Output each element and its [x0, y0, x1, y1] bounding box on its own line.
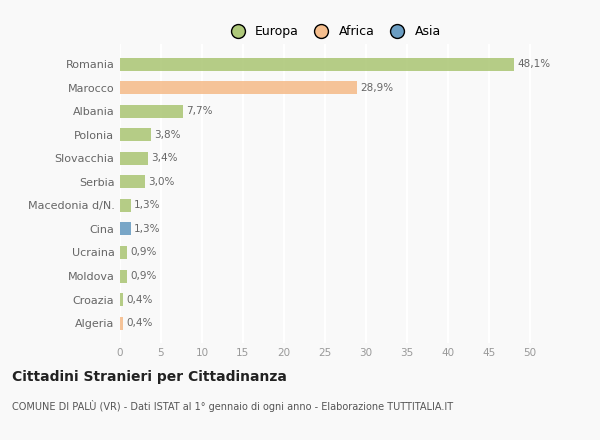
- Bar: [120, 246, 127, 259]
- Text: 0,9%: 0,9%: [131, 271, 157, 281]
- Bar: [120, 270, 127, 282]
- Text: COMUNE DI PALÙ (VR) - Dati ISTAT al 1° gennaio di ogni anno - Elaborazione TUTTI: COMUNE DI PALÙ (VR) - Dati ISTAT al 1° g…: [12, 400, 453, 412]
- Bar: [120, 58, 514, 70]
- Text: 0,9%: 0,9%: [131, 247, 157, 257]
- Text: 1,3%: 1,3%: [134, 200, 160, 210]
- Text: 0,4%: 0,4%: [127, 294, 153, 304]
- Text: 7,7%: 7,7%: [187, 106, 213, 116]
- Bar: [120, 293, 123, 306]
- Bar: [120, 199, 131, 212]
- Text: 28,9%: 28,9%: [360, 83, 393, 93]
- Bar: [120, 317, 123, 330]
- Text: 0,4%: 0,4%: [127, 318, 153, 328]
- Bar: [120, 223, 131, 235]
- Text: 3,8%: 3,8%: [154, 130, 181, 140]
- Bar: [120, 81, 357, 94]
- Text: 48,1%: 48,1%: [517, 59, 550, 69]
- Text: 1,3%: 1,3%: [134, 224, 160, 234]
- Legend: Europa, Africa, Asia: Europa, Africa, Asia: [220, 20, 446, 43]
- Text: 3,4%: 3,4%: [151, 153, 178, 163]
- Bar: [120, 105, 183, 117]
- Bar: [120, 152, 148, 165]
- Bar: [120, 176, 145, 188]
- Bar: [120, 128, 151, 141]
- Text: 3,0%: 3,0%: [148, 177, 174, 187]
- Text: Cittadini Stranieri per Cittadinanza: Cittadini Stranieri per Cittadinanza: [12, 370, 287, 384]
